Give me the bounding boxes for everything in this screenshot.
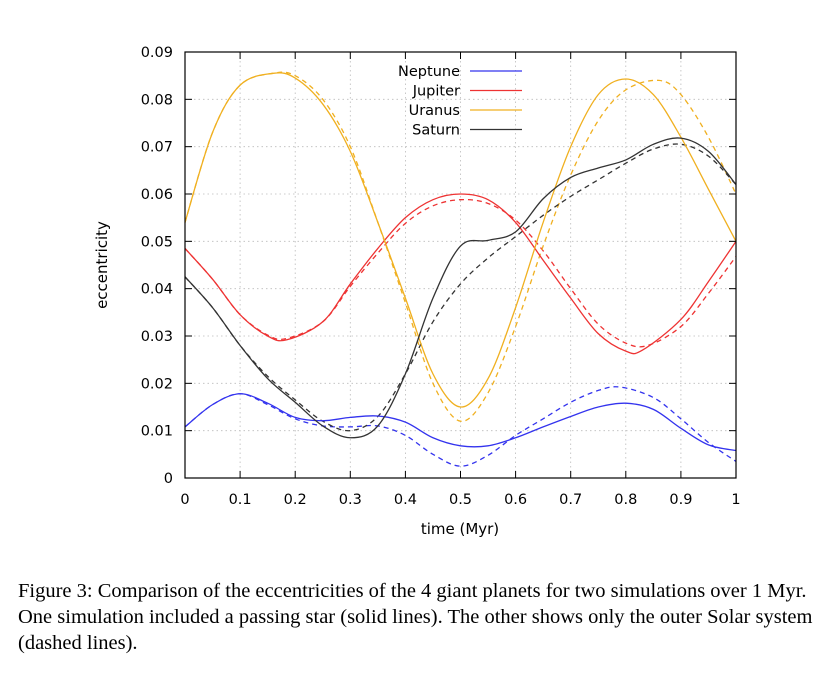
x-tick-label: 0.9 <box>669 492 692 508</box>
y-tick-label: 0.06 <box>141 187 173 203</box>
legend-label: Uranus <box>409 103 460 119</box>
y-tick-label: 0.01 <box>141 424 173 440</box>
x-tick-label: 0.4 <box>394 492 417 508</box>
axis-ticks: 0 0.1 0.2 0.3 0.4 0.5 0.6 0.7 0.8 0.9 1 0 0.01 0.02 0.… <box>141 45 741 508</box>
series-line-dashed <box>184 386 737 467</box>
y-tick-label: 0.05 <box>141 234 173 250</box>
y-tick-label: 0.04 <box>141 282 173 298</box>
legend-label: Saturn <box>412 123 460 139</box>
legend: Neptune Jupiter Uranus Saturn <box>398 64 522 139</box>
series-line-dashed <box>184 143 737 432</box>
series-line-solid <box>184 137 737 439</box>
legend-label: Jupiter <box>412 84 460 100</box>
y-tick-label: 0.02 <box>141 376 173 392</box>
y-tick-label: 0 <box>164 471 173 487</box>
y-tick-label: 0.09 <box>141 45 173 61</box>
series-line-solid <box>184 193 737 355</box>
figure-caption: Figure 3: Comparison of the eccentriciti… <box>18 580 813 654</box>
y-tick-label: 0.03 <box>141 329 173 345</box>
x-tick-label: 0.3 <box>339 492 362 508</box>
series-line-solid <box>184 393 737 452</box>
y-axis-label: eccentricity <box>93 221 111 309</box>
series-line-dashed <box>184 198 737 348</box>
series-lines <box>184 71 737 467</box>
x-tick-label: 0.1 <box>229 492 252 508</box>
x-tick-label: 1 <box>731 492 740 508</box>
legend-label: Neptune <box>398 64 460 80</box>
x-tick-label: 0.5 <box>449 492 472 508</box>
x-tick-label: 0 <box>180 492 189 508</box>
eccentricity-chart: 0 0.1 0.2 0.3 0.4 0.5 0.6 0.7 0.8 0.9 1 0 0.01 0.02 0.… <box>93 45 741 538</box>
x-tick-label: 0.8 <box>614 492 637 508</box>
grid-lines <box>185 52 736 478</box>
x-tick-label: 0.2 <box>284 492 307 508</box>
x-tick-label: 0.6 <box>504 492 527 508</box>
y-tick-label: 0.07 <box>141 140 173 156</box>
x-axis-label: time (Myr) <box>421 520 499 538</box>
y-tick-label: 0.08 <box>141 92 173 108</box>
series-line-solid <box>184 72 737 408</box>
x-tick-label: 0.7 <box>559 492 582 508</box>
